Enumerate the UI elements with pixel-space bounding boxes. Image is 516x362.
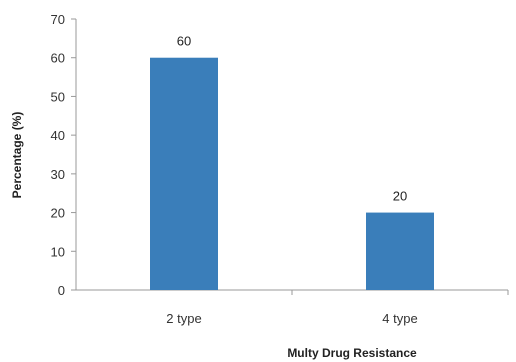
x-axis: 2 type 4 type — [76, 289, 509, 326]
bars — [150, 57, 434, 290]
x-tick-label: 4 type — [382, 311, 417, 326]
bar-value-label: 20 — [393, 189, 407, 204]
y-tick-label: 60 — [51, 51, 65, 66]
y-tick-label: 20 — [51, 206, 65, 221]
y-axis: 0 10 20 30 40 50 60 70 — [51, 12, 77, 298]
y-tick-label: 10 — [51, 244, 65, 259]
y-tick-label: 40 — [51, 128, 65, 143]
y-tick-label: 70 — [51, 12, 65, 27]
y-tick-label: 50 — [51, 89, 65, 104]
bar — [366, 212, 434, 290]
bar-value-label: 60 — [177, 34, 191, 49]
x-tick-label: 2 type — [166, 311, 201, 326]
bar — [150, 57, 218, 290]
y-axis-title: Percentage (%) — [10, 112, 24, 199]
y-tick-label: 30 — [51, 167, 65, 182]
x-axis-title: Multy Drug Resistance — [287, 346, 417, 360]
data-labels: 60 20 — [177, 34, 407, 204]
y-tick-label: 0 — [58, 283, 65, 298]
